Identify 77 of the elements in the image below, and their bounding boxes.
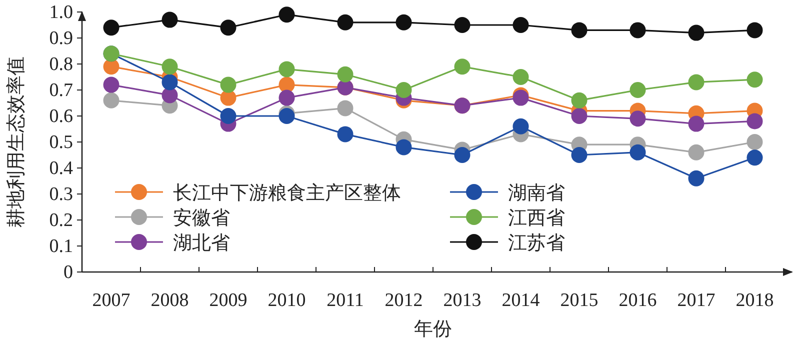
x-tick-label: 2014: [502, 290, 540, 311]
point: [688, 74, 704, 90]
y-tick-label: 0.6: [49, 106, 73, 127]
point: [103, 20, 120, 36]
legend-label: 湖南省: [508, 183, 565, 204]
x-tick-label: 2008: [150, 290, 189, 311]
x-tick-label: 2011: [326, 290, 364, 311]
point: [688, 24, 704, 41]
y-tick-label: 0: [64, 262, 73, 283]
point: [630, 144, 646, 160]
point: [337, 14, 354, 30]
x-tick-label: 2016: [618, 290, 657, 311]
point: [220, 108, 236, 124]
point: [746, 113, 763, 130]
point: [162, 12, 178, 28]
point: [571, 92, 588, 108]
x-tick-label: 2007: [92, 290, 130, 311]
x-tick-label: 2010: [268, 290, 306, 311]
y-tick-label: 0.3: [49, 184, 73, 205]
legend-label: 长江中下游粮食主产区整体: [173, 182, 401, 204]
point: [454, 17, 470, 33]
y-tick-label: 0.4: [49, 158, 74, 179]
y-tick-label: 0.1: [49, 236, 73, 257]
point: [630, 82, 646, 98]
x-tick-label: 2009: [209, 290, 248, 311]
point: [512, 17, 529, 33]
point: [454, 147, 470, 163]
x-axis-title: 年份: [414, 319, 452, 340]
point: [454, 58, 470, 75]
point: [278, 6, 295, 23]
x-tick-label: 2012: [384, 290, 423, 311]
y-axis-title: 耕地利用生态效率值: [5, 56, 27, 228]
legend-label: 江西省: [508, 208, 565, 229]
point: [220, 90, 236, 106]
point: [396, 139, 412, 156]
y-tick-label: 0.7: [49, 80, 73, 101]
point: [512, 69, 529, 85]
point: [278, 61, 295, 78]
y-tick-label: 0.5: [49, 132, 73, 153]
point: [162, 58, 178, 75]
point: [278, 108, 295, 124]
point: [103, 58, 120, 75]
x-tick-label: 2017: [677, 290, 716, 311]
legend-label: 湖北省: [173, 233, 230, 254]
point: [688, 144, 704, 160]
x-tick-label: 2015: [560, 290, 598, 311]
y-tick-label: 0.2: [49, 210, 73, 231]
point: [396, 14, 412, 30]
legend-label: 江苏省: [508, 233, 565, 254]
point: [512, 118, 529, 134]
point: [220, 76, 236, 93]
point: [746, 150, 763, 166]
x-tick-label: 2018: [736, 290, 774, 311]
point: [571, 147, 588, 163]
point: [630, 22, 646, 38]
point: [278, 90, 295, 106]
point: [630, 110, 646, 127]
point: [103, 76, 120, 93]
legend-label: 安徽省: [173, 207, 230, 229]
point: [220, 20, 236, 36]
point: [688, 116, 704, 132]
point: [337, 100, 354, 116]
point: [337, 126, 354, 142]
y-tick-label: 1.0: [49, 2, 73, 23]
point: [746, 22, 763, 38]
point: [571, 108, 588, 124]
point: [746, 72, 763, 88]
point: [162, 74, 178, 90]
point: [746, 134, 763, 150]
y-tick-label: 0.8: [49, 54, 73, 75]
point: [396, 82, 412, 98]
point: [571, 22, 588, 38]
point: [103, 92, 120, 108]
point: [337, 66, 354, 82]
point: [688, 170, 704, 186]
x-tick-label: 2013: [443, 290, 482, 311]
y-tick-label: 0.9: [49, 28, 73, 49]
